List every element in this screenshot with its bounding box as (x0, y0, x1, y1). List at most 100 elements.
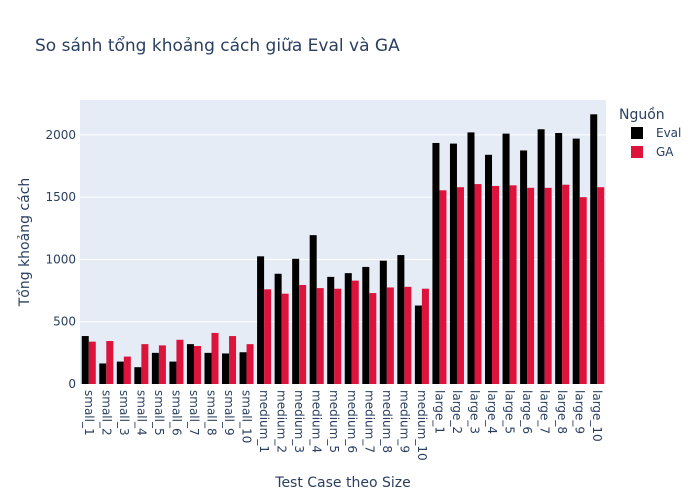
x-tick-label: large_3 (468, 390, 482, 434)
bar-ga-medium_10[interactable] (421, 288, 429, 384)
bar-eval-small_6[interactable] (169, 361, 177, 384)
x-tick-label: small_3 (117, 390, 131, 436)
bar-ga-large_1[interactable] (439, 190, 447, 384)
bar-eval-medium_3[interactable] (292, 258, 300, 384)
bar-eval-large_1[interactable] (432, 142, 440, 384)
bar-eval-large_6[interactable] (520, 150, 528, 384)
bar-ga-medium_2[interactable] (281, 293, 289, 384)
bar-ga-large_5[interactable] (509, 185, 517, 384)
x-tick-label: large_8 (555, 390, 569, 434)
chart-title: So sánh tổng khoảng cách giữa Eval và GA (35, 35, 400, 56)
bar-ga-medium_5[interactable] (334, 288, 342, 384)
bar-eval-large_2[interactable] (449, 143, 457, 384)
bar-eval-small_7[interactable] (186, 344, 194, 384)
bar-eval-medium_8[interactable] (379, 260, 387, 384)
bar-eval-large_5[interactable] (502, 133, 510, 384)
x-tick-label: small_5 (152, 390, 166, 436)
x-tick-label: medium_9 (397, 390, 411, 453)
bar-eval-small_9[interactable] (222, 353, 230, 384)
x-tick-label: large_9 (573, 390, 587, 434)
bar-eval-small_4[interactable] (134, 367, 142, 384)
y-tick-label: 500 (53, 315, 76, 329)
bar-ga-large_4[interactable] (492, 185, 500, 384)
bar-eval-small_5[interactable] (151, 352, 159, 384)
bar-eval-medium_10[interactable] (414, 305, 422, 384)
bar-ga-small_5[interactable] (158, 345, 166, 384)
bar-eval-medium_6[interactable] (344, 273, 352, 384)
y-axis-label: Tổng khoảng cách (16, 178, 33, 308)
x-tick-label: small_4 (134, 390, 148, 436)
bar-eval-medium_1[interactable] (257, 256, 265, 384)
x-tick-label: medium_8 (380, 390, 394, 453)
plot-background (80, 100, 606, 384)
x-tick-label: small_6 (169, 390, 183, 436)
legend-swatch-eval[interactable] (631, 127, 643, 139)
bar-ga-medium_4[interactable] (316, 288, 324, 384)
bar-ga-small_9[interactable] (229, 336, 237, 384)
bar-eval-small_3[interactable] (116, 361, 124, 384)
bar-ga-small_7[interactable] (193, 346, 201, 384)
x-tick-label: small_1 (82, 390, 96, 436)
legend-label-eval: Eval (656, 126, 681, 140)
bar-eval-large_4[interactable] (485, 154, 493, 384)
bar-eval-large_3[interactable] (467, 132, 475, 384)
bar-ga-large_6[interactable] (527, 187, 535, 384)
bar-ga-small_3[interactable] (123, 356, 131, 384)
bar-ga-large_8[interactable] (562, 184, 570, 384)
bar-ga-medium_6[interactable] (351, 280, 359, 384)
bar-eval-large_7[interactable] (537, 129, 545, 384)
bar-eval-small_2[interactable] (99, 363, 107, 384)
bar-ga-medium_8[interactable] (386, 287, 394, 384)
bar-eval-small_10[interactable] (239, 352, 247, 384)
x-tick-label: medium_3 (292, 390, 306, 453)
bar-ga-medium_1[interactable] (264, 289, 272, 384)
x-tick-label: medium_2 (275, 390, 289, 453)
x-tick-label: large_4 (485, 390, 499, 434)
bar-eval-medium_2[interactable] (274, 273, 282, 384)
bar-ga-large_9[interactable] (579, 197, 587, 384)
y-tick-label: 0 (68, 377, 76, 391)
bar-ga-small_10[interactable] (246, 344, 254, 384)
x-tick-label: small_8 (205, 390, 219, 436)
bar-ga-large_7[interactable] (544, 187, 552, 384)
bar-eval-large_8[interactable] (555, 133, 563, 384)
x-tick-label: medium_7 (362, 390, 376, 453)
x-tick-label: medium_4 (310, 390, 324, 453)
x-tick-label: small_10 (240, 390, 254, 443)
bar-ga-small_1[interactable] (88, 341, 96, 384)
bar-ga-large_10[interactable] (597, 187, 605, 384)
x-tick-label: large_5 (503, 390, 517, 434)
x-tick-label: large_7 (538, 390, 552, 434)
bar-ga-small_4[interactable] (141, 344, 149, 384)
bar-eval-medium_9[interactable] (397, 255, 405, 384)
x-tick-label: large_6 (520, 390, 534, 434)
bar-eval-large_10[interactable] (590, 114, 598, 385)
y-tick-label: 1500 (45, 190, 76, 204)
legend-swatch-ga[interactable] (631, 146, 643, 158)
bar-eval-small_8[interactable] (204, 352, 212, 384)
bar-ga-medium_9[interactable] (404, 286, 412, 384)
x-tick-label: medium_1 (257, 390, 271, 453)
bar-eval-small_1[interactable] (81, 336, 89, 384)
legend-title: Nguồn (619, 106, 665, 123)
bar-eval-medium_5[interactable] (327, 276, 335, 384)
bar-eval-medium_4[interactable] (309, 235, 317, 384)
bar-ga-small_2[interactable] (106, 341, 114, 384)
x-axis-label: Test Case theo Size (274, 475, 410, 491)
x-tick-label: large_1 (432, 390, 446, 434)
bar-ga-medium_3[interactable] (299, 284, 307, 384)
x-tick-label: medium_5 (327, 390, 341, 453)
bar-ga-small_6[interactable] (176, 339, 184, 384)
y-tick-label: 2000 (45, 128, 76, 142)
bar-eval-medium_7[interactable] (362, 266, 370, 384)
bar-ga-medium_7[interactable] (369, 293, 377, 384)
bar-ga-small_8[interactable] (211, 332, 219, 384)
bar-eval-large_9[interactable] (572, 138, 580, 384)
bar-ga-large_2[interactable] (456, 187, 464, 384)
legend: Nguồn Eval GA (619, 106, 681, 159)
bar-ga-large_3[interactable] (474, 184, 482, 384)
x-tick-label: small_9 (222, 390, 236, 436)
